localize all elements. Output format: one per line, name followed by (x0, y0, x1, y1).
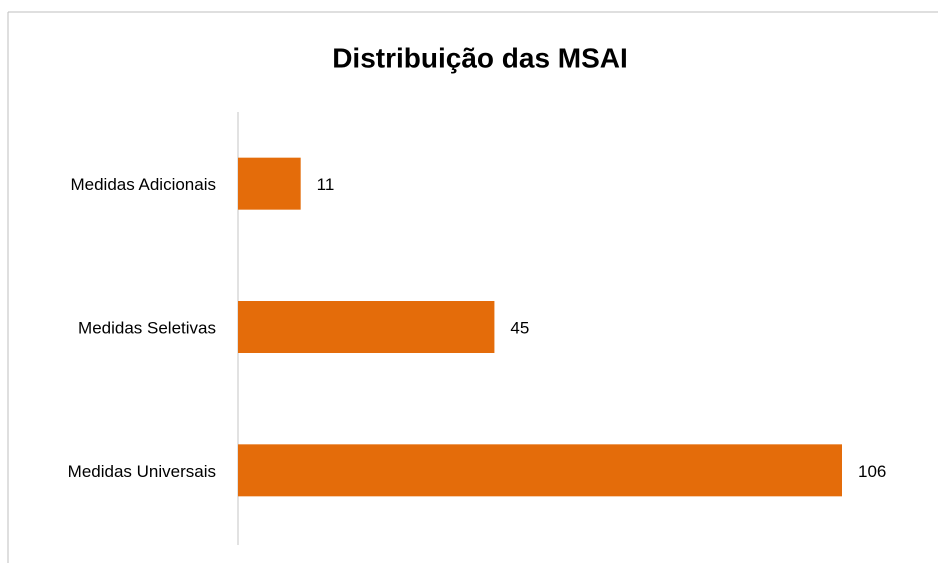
data-label: 106 (858, 462, 886, 481)
y-tick-label: Medidas Adicionais (70, 175, 216, 194)
bar (238, 157, 301, 210)
y-tick-label: Medidas Universais (68, 462, 216, 481)
data-label: 11 (317, 175, 335, 194)
y-tick-label: Medidas Seletivas (78, 318, 216, 337)
chart-title: Distribuição das MSAI (332, 42, 628, 73)
bar (238, 444, 842, 497)
bar (238, 301, 495, 353)
data-label: 45 (510, 318, 529, 337)
